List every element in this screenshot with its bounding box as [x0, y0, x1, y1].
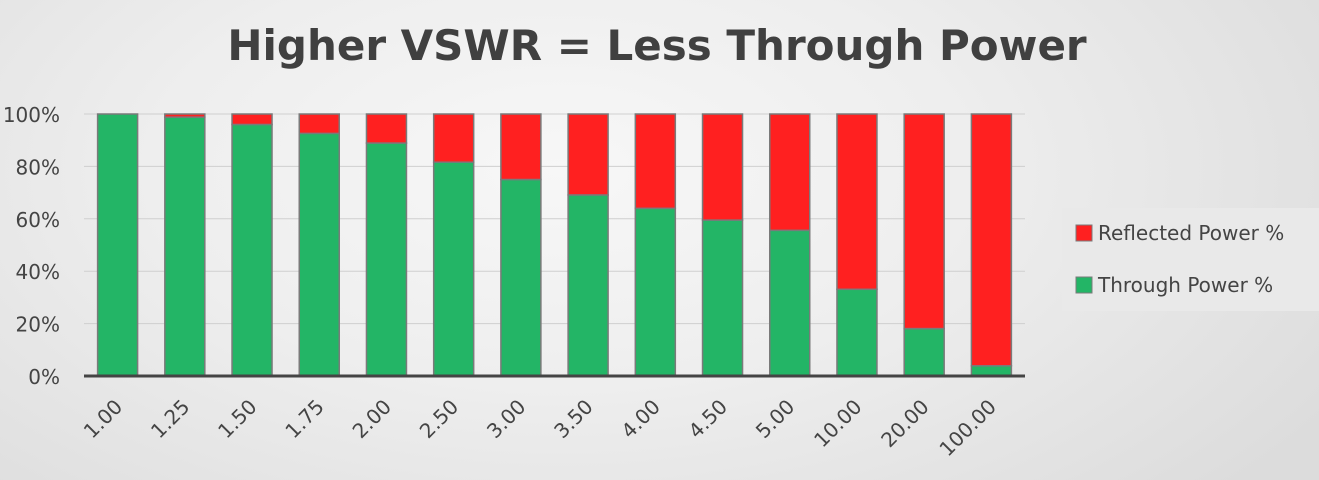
gridlines — [84, 113, 1025, 325]
bar-segment — [769, 113, 811, 232]
bars — [96, 113, 1013, 377]
bar-segment — [701, 219, 744, 377]
bar-segment — [500, 113, 542, 181]
y-tick-label: 60% — [16, 208, 60, 232]
y-tick-label: 40% — [16, 260, 60, 284]
x-tick-label: 4.00 — [616, 395, 664, 443]
y-tick-label: 100% — [3, 103, 60, 127]
x-tick-label: 20.00 — [876, 395, 933, 452]
bar-segment — [231, 113, 273, 126]
bar-segment — [567, 194, 609, 377]
bar-segment — [970, 365, 1013, 377]
legend: Reflected Power % Through Power % — [1075, 221, 1284, 297]
x-tick-label: 1.25 — [146, 395, 194, 443]
bar-segment — [231, 123, 273, 377]
bar-segment — [298, 132, 340, 377]
legend-label: Reflected Power % — [1098, 221, 1284, 245]
bar-segment — [903, 327, 945, 377]
x-tick-label: 3.50 — [549, 395, 597, 443]
bar-segment — [769, 229, 811, 377]
x-tick-label: 4.50 — [684, 395, 732, 443]
x-tick-label: 100.00 — [934, 395, 1000, 461]
legend-label: Through Power % — [1097, 273, 1273, 297]
bar-segment — [96, 113, 139, 377]
bar-segment — [634, 207, 677, 377]
bar-segment — [164, 116, 206, 377]
bar-segment — [500, 178, 542, 377]
bar-segment — [634, 113, 677, 210]
bar-segment — [432, 113, 475, 163]
x-tick-label: 1.00 — [79, 395, 127, 443]
bar-segment — [298, 113, 340, 135]
x-tick-label: 2.50 — [415, 395, 463, 443]
bar-segment — [970, 113, 1013, 367]
x-tick-label: 2.00 — [348, 395, 396, 443]
y-tick-label: 20% — [16, 313, 60, 337]
x-tick-label: 3.00 — [482, 395, 530, 443]
legend-swatch — [1075, 276, 1093, 294]
legend-box — [1062, 208, 1319, 311]
bar-segment — [432, 161, 475, 377]
bar-segment — [836, 288, 878, 377]
bar-segment — [903, 113, 945, 330]
bar-segment — [365, 142, 408, 377]
chart-title: Higher VSWR = Less Through Power — [227, 21, 1087, 70]
bar-segment — [164, 113, 206, 118]
bar-segment — [836, 113, 878, 291]
x-tick-label: 1.75 — [280, 395, 328, 443]
bar-segment — [701, 113, 744, 221]
x-tick-label: 10.00 — [809, 395, 866, 452]
x-tick-label: 5.00 — [751, 395, 799, 443]
legend-swatch — [1075, 224, 1093, 242]
y-tick-label: 0% — [28, 365, 60, 389]
bar-segment — [567, 113, 609, 196]
y-tick-label: 80% — [16, 155, 60, 179]
x-tick-label: 1.50 — [213, 395, 261, 443]
bar-segment — [365, 113, 408, 144]
